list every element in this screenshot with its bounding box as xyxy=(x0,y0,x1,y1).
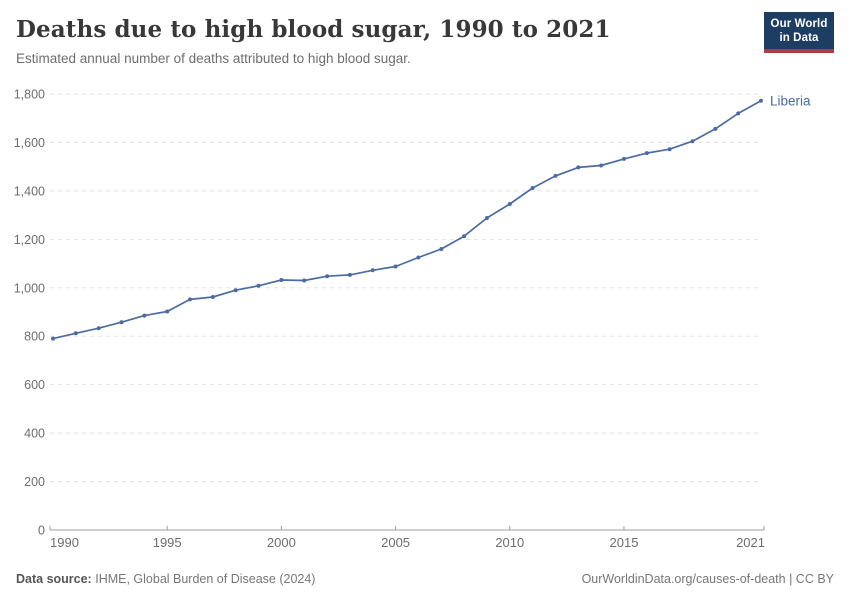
x-tick-label: 2000 xyxy=(267,535,296,550)
y-tick-label: 400 xyxy=(24,427,45,441)
data-point-2012 xyxy=(553,173,558,178)
data-point-2014 xyxy=(599,163,604,168)
data-point-1991 xyxy=(73,331,78,336)
data-point-2001 xyxy=(302,278,307,283)
y-tick-label: 0 xyxy=(38,524,45,538)
data-point-2006 xyxy=(416,255,421,260)
data-point-2000 xyxy=(279,278,284,282)
data-point-2004 xyxy=(370,268,375,273)
x-tick-label: 2015 xyxy=(610,535,639,550)
y-tick-label: 800 xyxy=(24,330,45,344)
data-point-2019 xyxy=(713,126,718,131)
series-line-liberia xyxy=(52,99,762,340)
x-tick-label: 2021 xyxy=(736,535,765,550)
data-point-2015 xyxy=(622,156,626,161)
data-point-1992 xyxy=(96,326,101,331)
data-point-2020 xyxy=(736,111,741,116)
data-point-2010 xyxy=(507,202,512,206)
data-point-1995 xyxy=(165,309,170,314)
data-point-1997 xyxy=(210,295,215,299)
y-tick-label: 1,400 xyxy=(14,184,45,198)
y-tick-label: 1,600 xyxy=(14,136,45,150)
data-point-1994 xyxy=(142,313,147,318)
y-tick-label: 1,800 xyxy=(14,88,45,102)
series-label-liberia[interactable]: Liberia xyxy=(770,93,811,108)
owid-logo-line1: Our World xyxy=(770,18,828,30)
chart-footer: Data source: IHME, Global Burden of Dise… xyxy=(16,572,834,586)
data-point-1993 xyxy=(119,320,124,325)
data-point-2005 xyxy=(393,264,398,269)
data-point-1990 xyxy=(51,336,55,341)
y-tick-label: 1,200 xyxy=(14,233,45,247)
data-point-2017 xyxy=(667,147,672,152)
data-point-2008 xyxy=(462,234,467,239)
y-tick-label: 1,000 xyxy=(14,281,45,295)
data-point-2009 xyxy=(484,216,489,220)
data-point-2011 xyxy=(530,186,535,190)
data-point-1998 xyxy=(233,288,238,293)
rights-link[interactable]: OurWorldinData.org/causes-of-death | CC … xyxy=(581,572,834,586)
x-tick-label: 1995 xyxy=(153,535,182,550)
x-tick-label: 1990 xyxy=(50,535,79,550)
x-tick-label: 2005 xyxy=(381,535,410,550)
y-tick-label: 200 xyxy=(24,475,45,489)
data-point-1999 xyxy=(256,283,261,288)
data-point-2007 xyxy=(439,247,444,251)
data-point-2002 xyxy=(325,274,330,279)
chart-subtitle: Estimated annual number of deaths attrib… xyxy=(16,50,411,66)
data-point-2021 xyxy=(759,98,763,103)
data-point-2003 xyxy=(347,272,352,277)
data-source-text: IHME, Global Burden of Disease (2024) xyxy=(95,572,316,586)
owid-logo-line2: in Data xyxy=(779,32,819,45)
data-point-2013 xyxy=(576,165,581,170)
data-source: Data source: IHME, Global Burden of Dise… xyxy=(16,572,315,586)
y-tick-label: 600 xyxy=(24,378,45,392)
owid-logo[interactable]: Our World in Data xyxy=(764,12,834,54)
data-point-2018 xyxy=(690,139,695,144)
chart-header: Deaths due to high blood sugar, 1990 to … xyxy=(0,0,850,66)
data-point-2016 xyxy=(644,151,649,156)
chart-title: Deaths due to high blood sugar, 1990 to … xyxy=(16,16,611,43)
x-tick-label: 2010 xyxy=(495,535,524,550)
data-source-label: Data source: xyxy=(16,572,92,586)
data-point-1996 xyxy=(188,297,192,302)
